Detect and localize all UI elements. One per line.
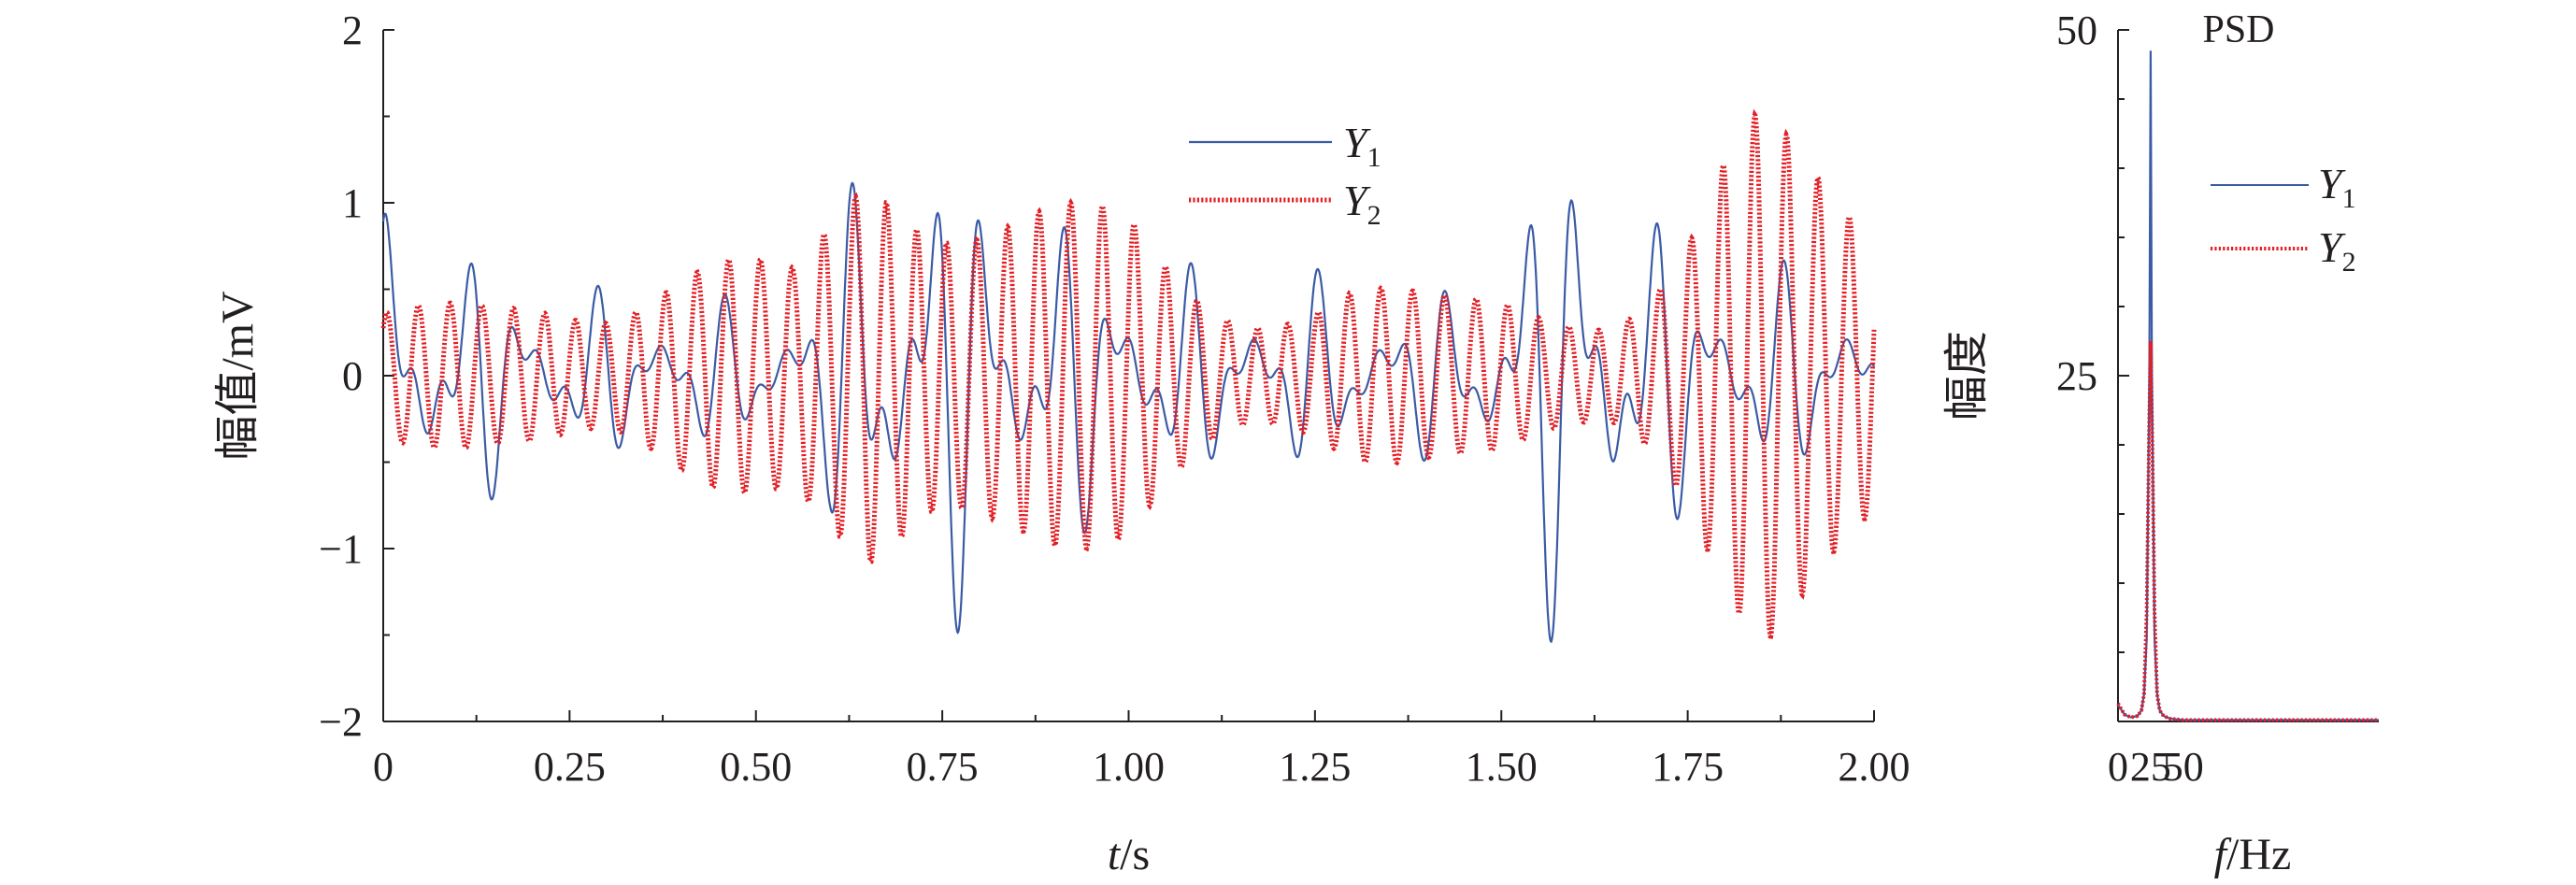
y-axis-label: 幅度 [1942, 331, 1992, 421]
x-tick-label: 25 [2130, 744, 2171, 790]
legend-label-y1-sub: 1 [2342, 183, 2356, 214]
x-axis-label-unit: /s [1120, 830, 1150, 879]
x-tick-label: 50 [2163, 744, 2204, 790]
x-tick-label: 1.75 [1652, 744, 1724, 790]
y-tick-label: 0 [342, 353, 363, 399]
series-line-y1 [381, 181, 1875, 644]
x-axis-label-unit: /Hz [2226, 830, 2291, 879]
time-domain-chart: −2 −1 0 1 2 0 0.25 0.50 0.75 1.00 1.25 1.50 1.75 2.00… [213, 7, 1911, 879]
legend-label-y2-sub: 2 [1367, 200, 1381, 231]
legend-label-y2-base: Y [2318, 223, 2346, 271]
x-tick-label: 0 [2108, 744, 2128, 790]
y-tick-label: 2 [342, 7, 363, 53]
y-tick-label: 1 [342, 180, 363, 226]
legend-label-y2: Y2 [2318, 223, 2356, 278]
y-tick-label: −1 [319, 526, 363, 572]
x-tick-label: 1.00 [1093, 744, 1165, 790]
x-tick-label: 1.50 [1466, 744, 1538, 790]
x-tick-label: 0.25 [534, 744, 606, 790]
legend-label-y2: Y2 [1343, 177, 1381, 231]
psd-line-y1 [2117, 50, 2379, 721]
y-tick-label: 25 [2056, 353, 2097, 399]
x-axis-label: f/Hz [2214, 830, 2292, 879]
x-tick-label: 2.00 [1839, 744, 1911, 790]
chart-title: PSD [2202, 8, 2274, 51]
x-tick-label: 0.75 [907, 744, 979, 790]
legend-label-y1-base: Y [1343, 119, 1371, 166]
x-tick-label: 0.50 [720, 744, 792, 790]
y-tick-label: 50 [2056, 7, 2097, 53]
series-line-y2 [380, 108, 1877, 639]
legend-label-y1-sub: 1 [1367, 142, 1381, 173]
y-axis-label: 幅值/mV [213, 291, 263, 461]
psd-line-y2 [2116, 340, 2379, 722]
y-tick-label: −2 [319, 699, 363, 745]
legend-label-y1-base: Y [2318, 160, 2346, 207]
legend-label-y2-sub: 2 [2342, 247, 2356, 278]
x-axis-label: t/s [1108, 830, 1150, 879]
legend-label-y1: Y1 [1343, 119, 1381, 173]
x-tick-label: 0 [373, 744, 394, 790]
x-axis-label-var: t [1108, 830, 1122, 879]
x-tick-label: 1.25 [1279, 744, 1351, 790]
legend-label-y1: Y1 [2318, 160, 2356, 214]
legend-label-y2-base: Y [1343, 177, 1371, 224]
